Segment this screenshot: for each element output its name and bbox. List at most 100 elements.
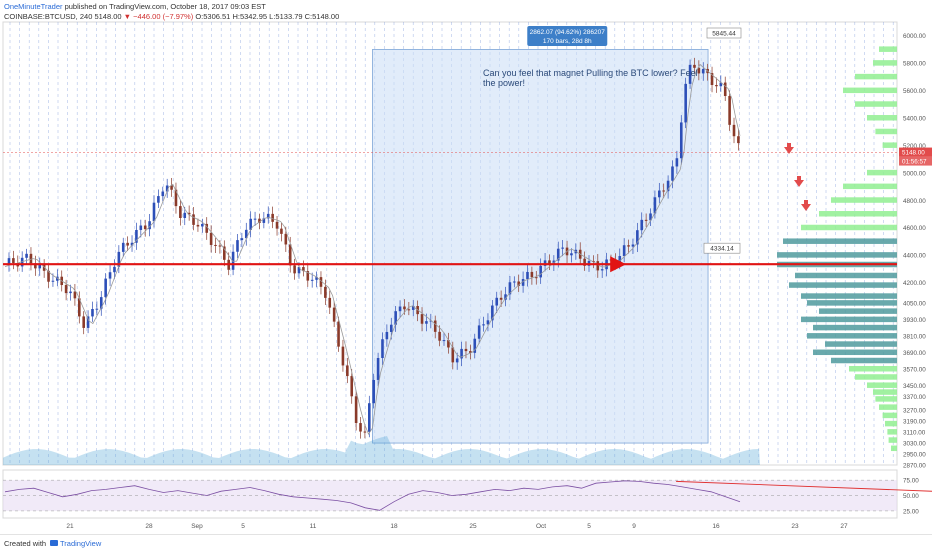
x-tick-label: 5 bbox=[587, 523, 591, 530]
volume-profile-bar bbox=[801, 293, 897, 299]
candle-body bbox=[47, 270, 50, 282]
annotation-line2: the power! bbox=[483, 78, 525, 88]
candle-body bbox=[675, 158, 679, 167]
volume-profile-bar bbox=[783, 238, 897, 244]
candle-body bbox=[324, 286, 327, 298]
down-arrow-icon bbox=[787, 143, 791, 148]
magnet-arrow bbox=[610, 256, 627, 273]
down-arrow-icon bbox=[801, 204, 811, 211]
candle-body bbox=[679, 122, 683, 159]
x-tick-label: 5 bbox=[241, 523, 245, 530]
candle-body bbox=[627, 245, 630, 247]
x-tick-label: 18 bbox=[390, 523, 398, 530]
candle-body bbox=[148, 221, 151, 230]
tradingview-link[interactable]: TradingView bbox=[60, 539, 102, 548]
candle-body bbox=[526, 271, 529, 280]
x-tick-label: 27 bbox=[840, 523, 848, 530]
candle-body bbox=[636, 230, 639, 245]
candle-body bbox=[469, 351, 472, 353]
candle-body bbox=[513, 281, 516, 283]
volume-profile-bar bbox=[813, 324, 897, 331]
candle-body bbox=[477, 325, 481, 339]
author-link[interactable]: OneMinuteTrader bbox=[4, 2, 63, 11]
candle-body bbox=[420, 314, 424, 324]
volume-profile-bar bbox=[831, 197, 897, 203]
volume-profile-bar bbox=[887, 429, 897, 435]
candle-body bbox=[658, 190, 661, 198]
volume-profile-bar bbox=[891, 445, 897, 452]
measure-label-line1: 2862.07 (94.62%) 286207 bbox=[530, 29, 606, 36]
published-text: published on TradingView.com, October 18… bbox=[64, 2, 266, 11]
candle-body bbox=[723, 82, 727, 96]
candle-body bbox=[288, 244, 292, 266]
candle-body bbox=[464, 348, 468, 352]
candle-body bbox=[113, 266, 116, 273]
candle-body bbox=[649, 213, 652, 221]
candle-body bbox=[429, 320, 433, 322]
volume-profile-bar bbox=[795, 272, 897, 279]
candle-body bbox=[732, 124, 736, 137]
x-tick-label: 16 bbox=[712, 523, 720, 530]
candle-body bbox=[29, 253, 33, 264]
candle-body bbox=[293, 265, 296, 274]
candle-body bbox=[508, 282, 512, 295]
volume-area bbox=[3, 436, 760, 465]
y-tick-label: 4400.00 bbox=[903, 253, 926, 260]
candle-body bbox=[539, 265, 542, 278]
down-arrow-icon bbox=[804, 200, 808, 205]
candle-body bbox=[77, 298, 81, 317]
candle-body bbox=[271, 213, 274, 222]
y-tick-label: 5200.00 bbox=[903, 143, 926, 150]
candle-body bbox=[570, 253, 573, 256]
x-tick-label: Sep bbox=[191, 523, 203, 530]
candle-body bbox=[644, 219, 648, 221]
y-tick-label: 3270.00 bbox=[903, 408, 926, 415]
candle-body bbox=[205, 223, 209, 233]
volume-profile-bar bbox=[819, 211, 897, 217]
candle-body bbox=[719, 82, 723, 87]
symbol-label: COINBASE:BTCUSD, 240 bbox=[4, 12, 93, 21]
candle-body bbox=[715, 84, 718, 87]
candle-body bbox=[51, 280, 55, 282]
candle-body bbox=[534, 277, 538, 279]
volume-profile-bar bbox=[843, 87, 897, 94]
candle-body bbox=[701, 68, 705, 74]
candle-body bbox=[341, 346, 345, 366]
candle-body bbox=[121, 242, 125, 252]
candle-body bbox=[697, 67, 701, 74]
down-arrow-icon bbox=[797, 176, 801, 181]
candle-body bbox=[728, 95, 731, 125]
candle-body bbox=[126, 242, 129, 246]
candle-body bbox=[504, 294, 507, 300]
level-label-box bbox=[703, 242, 741, 254]
y-tick-label: 5800.00 bbox=[903, 61, 926, 68]
candle-body bbox=[693, 64, 696, 68]
candle-body bbox=[640, 219, 644, 231]
x-tick-label: Oct bbox=[536, 523, 546, 530]
volume-profile-bar bbox=[825, 341, 897, 347]
volume-profile-bar bbox=[855, 374, 897, 380]
candle-body bbox=[266, 213, 270, 219]
y-tick-label: 6000.00 bbox=[903, 33, 926, 40]
candle-body bbox=[363, 431, 367, 433]
candle-body bbox=[622, 245, 626, 257]
candle-body bbox=[337, 321, 340, 347]
btc-chart[interactable]: 2862.07 (94.62%) 286207 170 bars, 28d 8h 4… bbox=[0, 0, 932, 534]
volume-profile-bar bbox=[807, 333, 897, 339]
candle-body bbox=[82, 316, 85, 328]
candle-body bbox=[596, 261, 600, 271]
candle-body bbox=[104, 278, 107, 298]
candle-body bbox=[455, 358, 459, 363]
candle-body bbox=[258, 218, 261, 223]
candle-body bbox=[209, 232, 213, 245]
chart-header-symbol: COINBASE:BTCUSD, 240 5148.00 ▼ −446.00 (… bbox=[4, 12, 339, 21]
candle-body bbox=[583, 258, 586, 266]
candle-body bbox=[618, 256, 622, 265]
y-tick-label: 4800.00 bbox=[903, 198, 926, 205]
x-tick-label: 9 bbox=[632, 523, 636, 530]
y-tick-label: 4600.00 bbox=[903, 225, 926, 232]
candle-body bbox=[666, 180, 670, 192]
candle-body bbox=[310, 279, 314, 281]
volume-profile-bar bbox=[849, 365, 897, 372]
volume-profile-bar bbox=[882, 142, 897, 148]
